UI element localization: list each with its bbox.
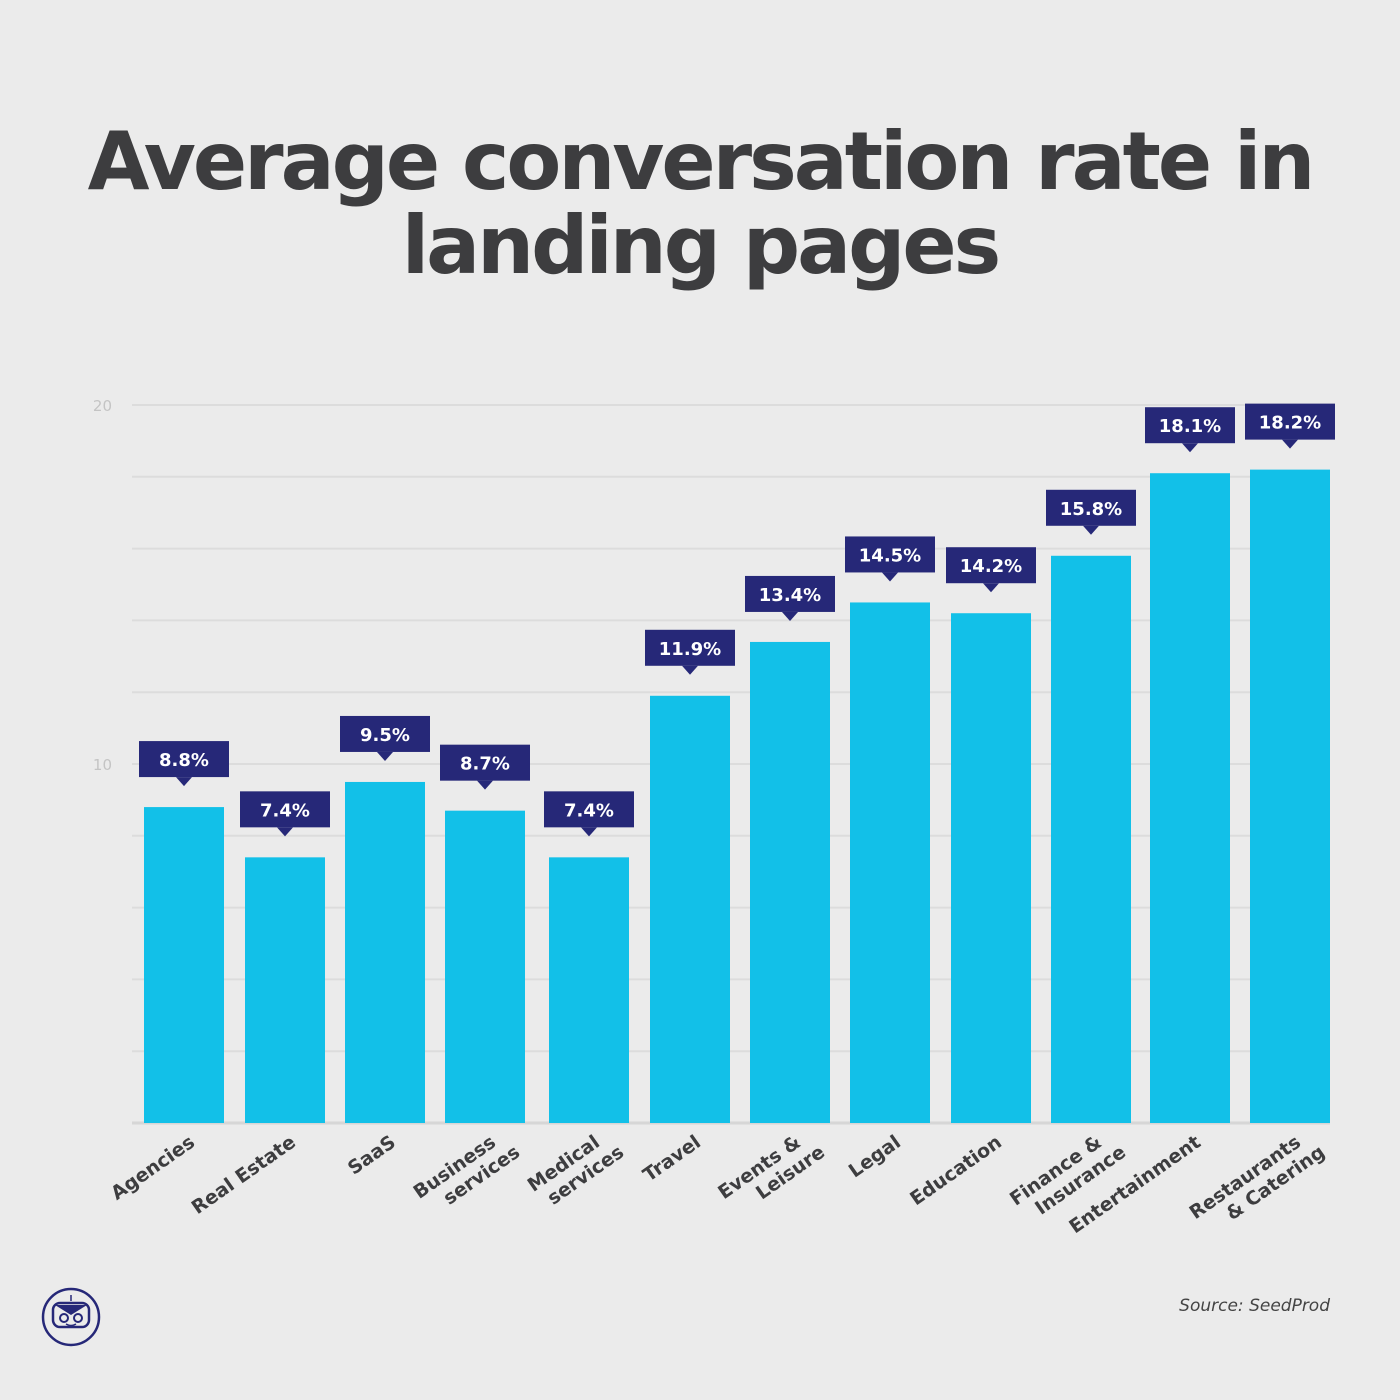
data-label-box xyxy=(340,715,430,752)
data-label-box xyxy=(1145,407,1235,444)
chart-title: Average conversation rate in landing pag… xyxy=(87,115,1316,292)
data-label: 13.4% xyxy=(759,585,821,606)
bar xyxy=(850,602,930,1123)
bar xyxy=(951,613,1031,1123)
data-label: 18.2% xyxy=(1259,413,1321,434)
x-tick-label: Travel xyxy=(639,1131,705,1186)
x-tick-label: Businessservices xyxy=(410,1123,524,1221)
data-label-box xyxy=(139,741,229,778)
data-label-box xyxy=(1245,403,1335,440)
data-label-box xyxy=(845,536,935,573)
data-label-box xyxy=(544,791,634,828)
y-tick-label: 10 xyxy=(93,756,112,774)
x-tick-label: Events &Leisure xyxy=(714,1123,829,1222)
x-tick-label: Agencies xyxy=(107,1131,199,1204)
data-label-pointer xyxy=(782,611,798,621)
data-label-box xyxy=(745,575,835,612)
bar xyxy=(1250,469,1330,1123)
data-label: 7.4% xyxy=(260,800,310,821)
data-label-pointer xyxy=(581,827,597,837)
data-label: 15.8% xyxy=(1060,499,1122,520)
data-label-pointer xyxy=(882,572,898,582)
data-label-pointer xyxy=(682,665,698,675)
robot-logo-icon xyxy=(41,1287,101,1347)
data-label: 11.9% xyxy=(659,639,721,660)
data-label-pointer xyxy=(377,751,393,761)
data-label-pointer xyxy=(1182,443,1198,453)
data-label-box xyxy=(645,629,735,666)
data-label-pointer xyxy=(1083,525,1099,535)
source-note: Source: SeedProd xyxy=(1179,1296,1330,1316)
bar xyxy=(549,857,629,1123)
data-label-box xyxy=(1046,489,1136,526)
bar xyxy=(650,695,730,1123)
data-label: 8.7% xyxy=(460,754,510,775)
data-label-pointer xyxy=(1282,439,1298,449)
data-label: 14.2% xyxy=(960,556,1022,577)
data-label-pointer xyxy=(983,583,999,593)
data-label-pointer xyxy=(477,780,493,790)
data-label-box xyxy=(240,791,330,828)
data-label: 8.8% xyxy=(159,750,209,771)
data-label-box xyxy=(946,547,1036,584)
x-tick-label: Restaurants& Catering xyxy=(1185,1123,1329,1242)
x-tick-label: Education xyxy=(906,1131,1006,1210)
bar xyxy=(345,781,425,1123)
y-tick-label: 20 xyxy=(93,397,112,415)
data-label-box xyxy=(440,744,530,781)
x-tick-label: Legal xyxy=(845,1131,905,1182)
data-label: 7.4% xyxy=(564,800,614,821)
bar xyxy=(445,810,525,1123)
data-label: 9.5% xyxy=(360,725,410,746)
x-tick-label: Medicalservices xyxy=(524,1123,628,1214)
x-tick-label: Real Estate xyxy=(188,1131,300,1219)
bar xyxy=(1150,473,1230,1124)
bar xyxy=(245,857,325,1123)
data-label: 18.1% xyxy=(1159,416,1221,437)
data-label-pointer xyxy=(176,777,192,787)
x-tick-label: SaaS xyxy=(344,1131,400,1179)
data-label-pointer xyxy=(277,827,293,837)
bar xyxy=(144,807,224,1123)
bar xyxy=(1051,555,1131,1123)
data-label: 14.5% xyxy=(859,545,921,566)
bar xyxy=(750,641,830,1123)
